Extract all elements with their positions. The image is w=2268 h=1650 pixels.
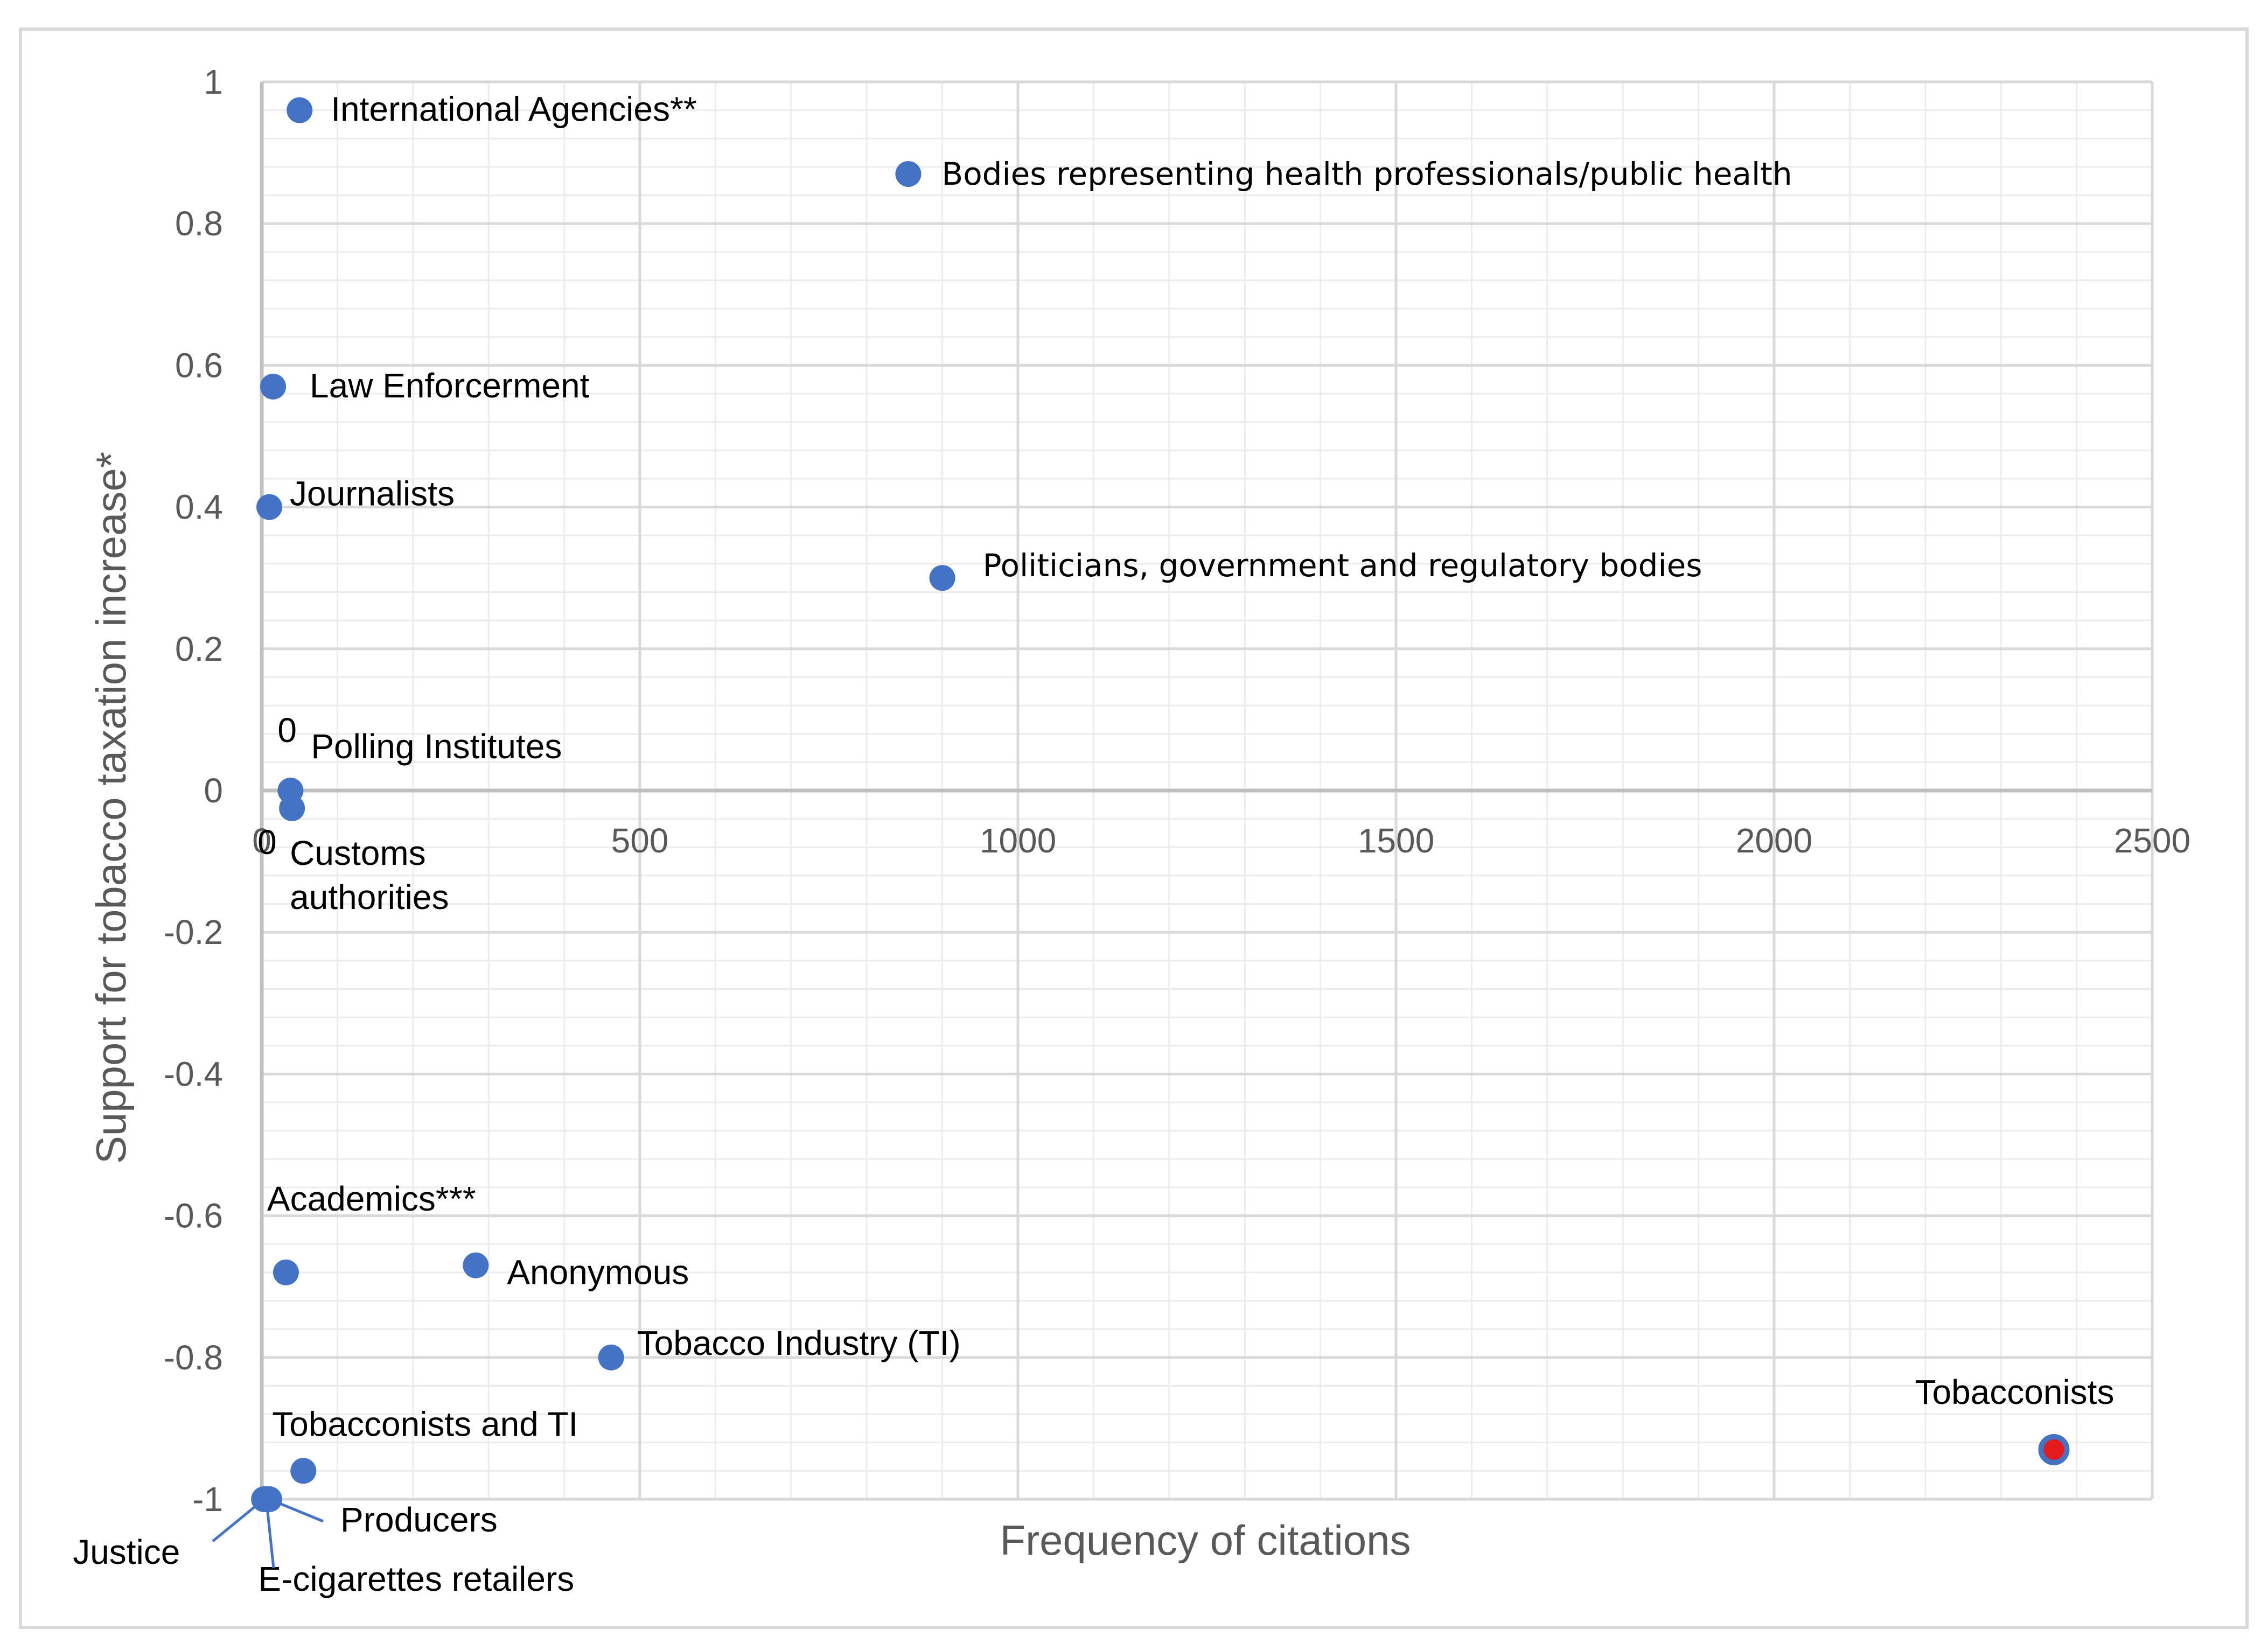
data-point bbox=[260, 373, 287, 400]
x-tick-label: 2000 bbox=[1736, 821, 1812, 860]
point-label: Tobacconists and TI bbox=[272, 1404, 578, 1443]
data-point bbox=[2038, 1434, 2070, 1465]
point-label-line: Customs bbox=[290, 834, 426, 872]
chart-border bbox=[19, 27, 2249, 1629]
point-label: Journalists bbox=[290, 474, 455, 513]
y-tick-label: 0.2 bbox=[175, 630, 223, 668]
x-tick-label: 500 bbox=[611, 821, 669, 860]
x-axis-title: Frequency of citations bbox=[1000, 1516, 1411, 1564]
point-label: Justice bbox=[73, 1533, 180, 1571]
point-label: Tobacconists bbox=[1915, 1373, 2114, 1411]
data-point bbox=[463, 1252, 489, 1278]
data-point bbox=[598, 1344, 624, 1371]
point-label: Anonymous bbox=[507, 1253, 689, 1292]
y-axis-title: Support for tobacco taxation increase* bbox=[87, 452, 135, 1164]
y-tick-label: 1 bbox=[204, 62, 223, 101]
data-point bbox=[929, 565, 955, 591]
point-label: E-cigarettes retailers bbox=[258, 1560, 574, 1598]
data-point bbox=[287, 97, 313, 123]
leader-line bbox=[264, 1499, 275, 1569]
point-label: Academics*** bbox=[267, 1179, 476, 1218]
y-tick-label: -0.2 bbox=[164, 913, 223, 952]
point-label: Producers bbox=[340, 1500, 498, 1539]
y-tick-label: 0 bbox=[204, 771, 223, 810]
point-label: Customs authorities bbox=[290, 834, 449, 917]
point-label: Politicians, government and regulatory b… bbox=[983, 547, 1702, 584]
point-label: Law Enforcerment bbox=[310, 366, 590, 405]
data-point bbox=[256, 494, 283, 520]
y-tick-label: 0.8 bbox=[175, 204, 223, 243]
point-label: Bodies representing health professionals… bbox=[941, 156, 1792, 192]
x-tick-label: 1000 bbox=[980, 821, 1056, 860]
point-label: Polling Institutes bbox=[311, 727, 562, 766]
y-tick-labels: -1 -0.8 -0.6 -0.4 -0.2 0 0.2 0.4 0.6 0.8 1 bbox=[164, 62, 223, 1519]
data-point bbox=[895, 161, 922, 187]
data-point bbox=[279, 795, 305, 821]
y-tick-label: -0.4 bbox=[164, 1054, 223, 1093]
x-tick-label: 0 bbox=[252, 821, 271, 860]
point-value-label: 0 bbox=[257, 823, 277, 862]
data-point bbox=[273, 1259, 299, 1285]
data-point bbox=[290, 1458, 317, 1484]
data-points bbox=[251, 97, 2070, 1512]
leader-line bbox=[269, 1498, 324, 1523]
leader-line bbox=[212, 1498, 265, 1542]
axes bbox=[260, 82, 2152, 1499]
point-labels: International Agencies** Bodies represent… bbox=[73, 90, 2114, 1598]
point-label: International Agencies** bbox=[331, 90, 697, 129]
point-value-label: 0 bbox=[277, 711, 297, 750]
y-tick-label: -0.6 bbox=[164, 1197, 223, 1235]
x-tick-label: 1500 bbox=[1358, 821, 1434, 860]
x-tick-label: 2500 bbox=[2114, 821, 2190, 860]
y-tick-label: -1 bbox=[192, 1480, 223, 1519]
y-tick-label: 0.4 bbox=[175, 488, 223, 527]
point-label-line: authorities bbox=[290, 878, 449, 917]
y-tick-label: 0.6 bbox=[175, 346, 223, 384]
y-tick-label: -0.8 bbox=[164, 1338, 223, 1377]
x-tick-labels: 0 500 1000 1500 2000 2500 bbox=[252, 821, 2190, 860]
point-label: Tobacco Industry (TI) bbox=[637, 1324, 961, 1362]
